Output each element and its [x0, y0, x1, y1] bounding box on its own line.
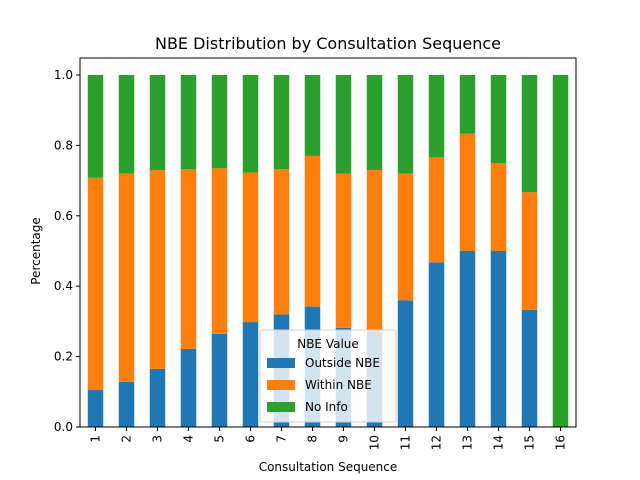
bar-within-nbe-8: [304, 155, 321, 307]
bar-outside-nbe-14: [490, 251, 507, 427]
bar-no-info-2: [118, 75, 135, 174]
bar-no-info-4: [180, 75, 197, 170]
x-tick-label: 11: [399, 435, 413, 450]
x-tick-label: 5: [213, 435, 227, 443]
legend-title: NBE Value: [297, 337, 359, 351]
x-tick-label: 10: [368, 435, 382, 450]
bar-within-nbe-6: [242, 172, 259, 323]
bar-within-nbe-11: [397, 173, 414, 301]
bar-no-info-16: [552, 75, 569, 427]
legend-label-within-nbe: Within NBE: [305, 378, 372, 392]
bar-no-info-12: [428, 75, 445, 158]
bar-within-nbe-13: [459, 133, 476, 251]
y-tick-label: 0.6: [54, 209, 73, 223]
y-tick-label: 0.8: [54, 138, 73, 152]
legend-label-outside-nbe: Outside NBE: [305, 356, 380, 370]
bar-outside-nbe-2: [118, 381, 135, 427]
y-tick-label: 1.0: [54, 68, 73, 82]
bar-outside-nbe-5: [211, 333, 228, 427]
bar-outside-nbe-15: [521, 309, 538, 427]
bar-no-info-11: [397, 75, 414, 174]
bar-within-nbe-12: [428, 157, 445, 263]
bar-within-nbe-3: [149, 170, 166, 369]
chart-title: NBE Distribution by Consultation Sequenc…: [155, 34, 501, 53]
axes-group: 0.00.20.40.60.81.01 2 3 4 5 6 7 8 9 10 11 12 13 14 15 1…: [54, 57, 577, 450]
x-tick-label: 3: [151, 435, 165, 443]
bar-no-info-8: [304, 75, 321, 156]
bar-no-info-6: [242, 75, 259, 173]
bar-within-nbe-15: [521, 192, 538, 310]
bar-outside-nbe-1: [87, 390, 104, 427]
legend-swatch-within-nbe: [267, 380, 295, 390]
x-axis-label: Consultation Sequence: [259, 460, 398, 474]
bar-outside-nbe-3: [149, 368, 166, 427]
x-tick-label: 16: [554, 435, 568, 450]
bar-no-info-15: [521, 75, 538, 193]
legend-label-no-info: No Info: [305, 400, 348, 414]
x-tick-label: 2: [120, 435, 134, 443]
y-tick-label: 0.0: [54, 420, 73, 434]
legend-swatch-outside-nbe: [267, 358, 295, 368]
bar-within-nbe-2: [118, 173, 135, 382]
y-tick-label: 0.2: [54, 350, 73, 364]
bar-within-nbe-5: [211, 168, 228, 334]
legend-box: [259, 329, 397, 423]
x-tick-label: 6: [244, 435, 258, 443]
bar-no-info-1: [87, 75, 104, 178]
legend-swatch-no-info: [267, 402, 295, 412]
x-tick-label: 1: [89, 435, 103, 443]
x-tick-label: 13: [461, 435, 475, 450]
bar-no-info-7: [273, 75, 290, 170]
bar-no-info-5: [211, 75, 228, 169]
bar-no-info-3: [149, 75, 166, 171]
x-tick-label: 7: [275, 435, 289, 443]
bar-no-info-14: [490, 75, 507, 163]
x-tick-label: 8: [306, 435, 320, 443]
bar-within-nbe-10: [366, 170, 383, 332]
bar-outside-nbe-4: [180, 348, 197, 427]
x-tick-label: 12: [430, 435, 444, 450]
bar-within-nbe-14: [490, 163, 507, 251]
bar-no-info-10: [366, 75, 383, 171]
x-tick-label: 9: [337, 435, 351, 443]
x-tick-label: 15: [523, 435, 537, 450]
y-axis-label: Percentage: [29, 217, 43, 285]
bar-outside-nbe-11: [397, 300, 414, 427]
legend: NBE Value Outside NBE Within NBE No Info: [259, 329, 397, 423]
bar-within-nbe-1: [87, 177, 104, 391]
bar-within-nbe-9: [335, 173, 352, 328]
bar-within-nbe-4: [180, 169, 197, 349]
plot-frame: [79, 57, 577, 428]
x-tick-label: 4: [182, 435, 196, 443]
bar-no-info-13: [459, 75, 476, 134]
bar-within-nbe-7: [273, 169, 290, 315]
y-tick-label: 0.4: [54, 279, 73, 293]
bar-outside-nbe-13: [459, 251, 476, 427]
bar-no-info-9: [335, 75, 352, 174]
bar-outside-nbe-12: [428, 262, 445, 427]
bar-outside-nbe-6: [242, 322, 259, 427]
x-tick-label: 14: [492, 435, 506, 450]
